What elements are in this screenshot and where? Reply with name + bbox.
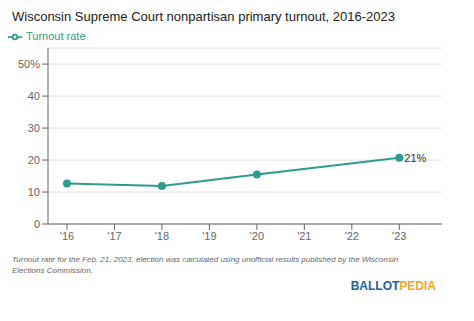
svg-text:50%: 50% [18,58,40,70]
html-text:BALLOT PEDIA: BALLOT PEDIA [350,279,436,293]
html-text:Turnout rate for the Feb. 21,: Turnout rate for the Feb. 21, 2023, elec… [12,255,399,264]
svg-text:10: 10 [28,186,40,198]
svg-text:40: 40 [28,90,40,102]
svg-text:'22: '22 [345,230,359,242]
svg-text:'17: '17 [107,230,121,242]
svg-text:'19: '19 [202,230,216,242]
svg-text:30: 30 [28,122,40,134]
html-text:Elections Commission.: Elections Commission. [12,266,93,275]
svg-text:'18: '18 [155,230,169,242]
svg-text:'21: '21 [297,230,311,242]
svg-text:20: 20 [28,154,40,166]
svg-text:'20: '20 [250,230,264,242]
svg-text:'16: '16 [60,230,74,242]
svg-text:0: 0 [34,218,40,230]
html-text:Turnout rate: Turnout rate [26,30,86,42]
svg-text:21%: 21% [404,152,426,164]
html-text:Wisconsin Supreme Court nonpar: Wisconsin Supreme Court nonpartisan prim… [12,9,395,24]
svg-text:'23: '23 [392,230,406,242]
